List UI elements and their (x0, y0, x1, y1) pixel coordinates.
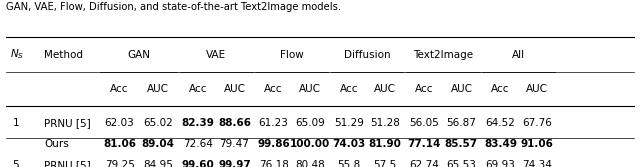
Text: 1: 1 (13, 118, 19, 128)
Text: All: All (512, 49, 525, 59)
Text: 69.93: 69.93 (486, 160, 516, 167)
Text: Acc: Acc (110, 84, 129, 94)
Text: Diffusion: Diffusion (344, 49, 390, 59)
Text: 62.74: 62.74 (410, 160, 440, 167)
Text: 81.90: 81.90 (369, 139, 402, 149)
Text: 65.53: 65.53 (447, 160, 476, 167)
Text: 81.06: 81.06 (103, 139, 136, 149)
Text: $N_S$: $N_S$ (10, 48, 24, 61)
Text: 65.02: 65.02 (143, 118, 173, 128)
Text: 51.29: 51.29 (334, 118, 364, 128)
Text: 72.64: 72.64 (183, 139, 212, 149)
Text: Acc: Acc (415, 84, 434, 94)
Text: GAN: GAN (127, 49, 150, 59)
Text: VAE: VAE (206, 49, 227, 59)
Text: AUC: AUC (299, 84, 321, 94)
Text: AUC: AUC (526, 84, 548, 94)
Text: 99.86: 99.86 (257, 139, 290, 149)
Text: Text2Image: Text2Image (413, 49, 473, 59)
Text: 89.04: 89.04 (141, 139, 174, 149)
Text: 83.49: 83.49 (484, 139, 517, 149)
Text: Acc: Acc (264, 84, 283, 94)
Text: 61.23: 61.23 (259, 118, 289, 128)
Text: 62.03: 62.03 (105, 118, 134, 128)
Text: 56.87: 56.87 (447, 118, 476, 128)
Text: Acc: Acc (189, 84, 207, 94)
Text: Ours: Ours (44, 139, 68, 149)
Text: PRNU [5]: PRNU [5] (44, 160, 91, 167)
Text: 77.14: 77.14 (408, 139, 441, 149)
Text: 55.8: 55.8 (337, 160, 360, 167)
Text: Acc: Acc (340, 84, 358, 94)
Text: 91.06: 91.06 (520, 139, 554, 149)
Text: Method: Method (44, 49, 83, 59)
Text: 85.57: 85.57 (445, 139, 478, 149)
Text: 88.66: 88.66 (218, 118, 251, 128)
Text: 79.47: 79.47 (220, 139, 250, 149)
Text: 80.48: 80.48 (295, 160, 325, 167)
Text: 99.97: 99.97 (218, 160, 251, 167)
Text: AUC: AUC (451, 84, 472, 94)
Text: AUC: AUC (374, 84, 396, 94)
Text: GAN, VAE, Flow, Diffusion, and state-of-the-art Text2Image models.: GAN, VAE, Flow, Diffusion, and state-of-… (6, 2, 342, 12)
Text: 5: 5 (13, 160, 19, 167)
Text: 79.25: 79.25 (105, 160, 134, 167)
Text: 67.76: 67.76 (522, 118, 552, 128)
Text: PRNU [5]: PRNU [5] (44, 118, 91, 128)
Text: 57.5: 57.5 (374, 160, 397, 167)
Text: 56.05: 56.05 (410, 118, 439, 128)
Text: 51.28: 51.28 (371, 118, 400, 128)
Text: 74.03: 74.03 (332, 139, 365, 149)
Text: Flow: Flow (280, 49, 303, 59)
Text: 82.39: 82.39 (181, 118, 214, 128)
Text: AUC: AUC (147, 84, 169, 94)
Text: AUC: AUC (223, 84, 246, 94)
Text: 64.52: 64.52 (486, 118, 516, 128)
Text: Acc: Acc (492, 84, 510, 94)
Text: 100.00: 100.00 (290, 139, 330, 149)
Text: 84.95: 84.95 (143, 160, 173, 167)
Text: 76.18: 76.18 (259, 160, 289, 167)
Text: 99.60: 99.60 (182, 160, 214, 167)
Text: 74.34: 74.34 (522, 160, 552, 167)
Text: 65.09: 65.09 (295, 118, 325, 128)
